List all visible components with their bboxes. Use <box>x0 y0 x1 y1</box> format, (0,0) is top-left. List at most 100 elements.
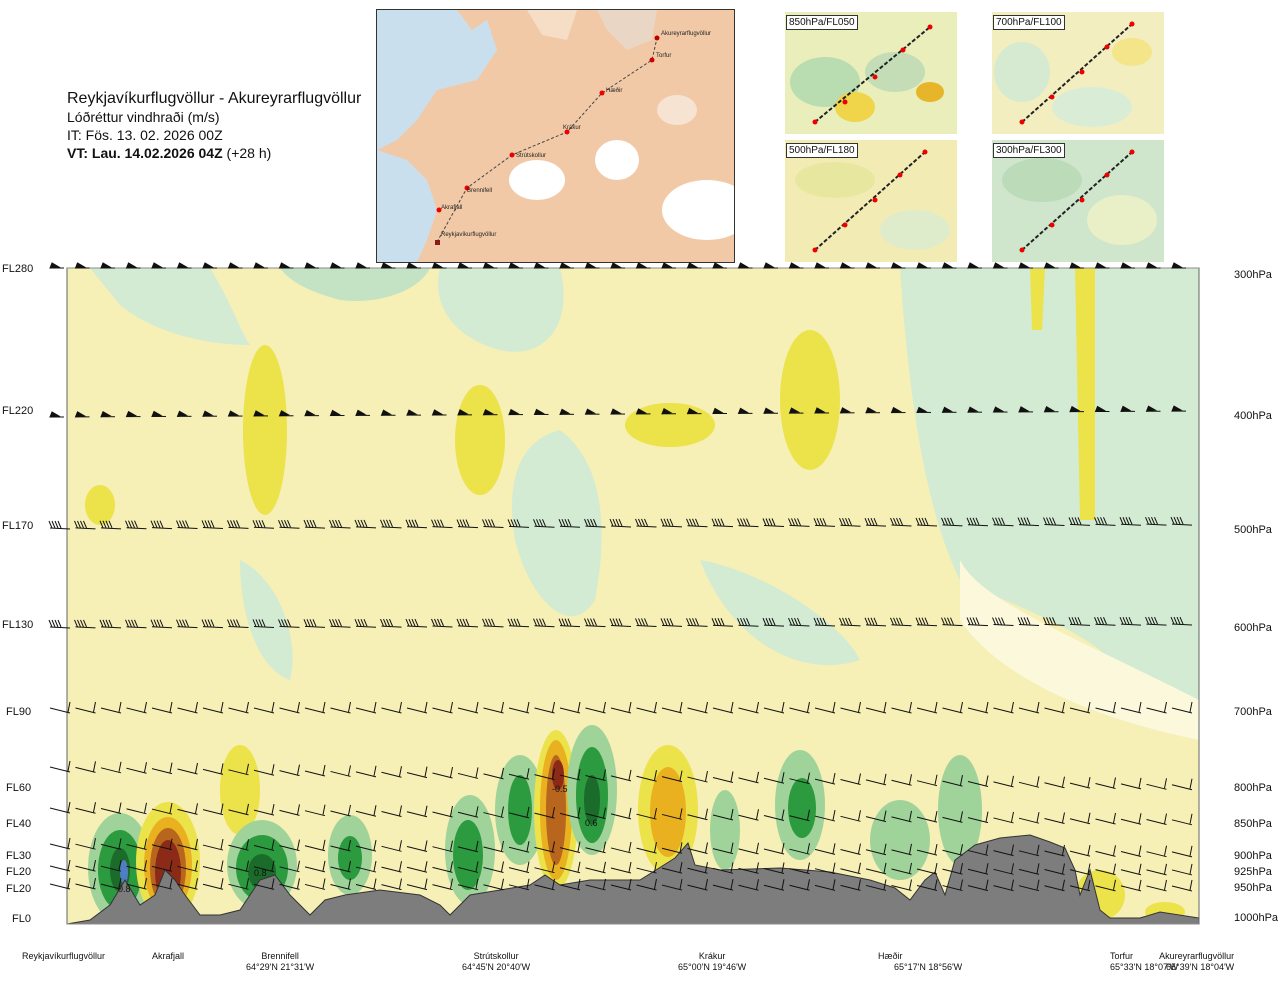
wind-barb-feather <box>730 879 734 890</box>
wind-barb-feather <box>297 701 300 713</box>
wind-barb-feather <box>51 619 56 628</box>
wind-barb-shaft <box>610 813 632 820</box>
contour-label: 0.8 <box>254 868 267 878</box>
wind-barb-feather <box>635 618 639 626</box>
wind-barb-shaft <box>1095 623 1116 626</box>
wind-barb-feather <box>1087 863 1091 874</box>
wind-barb <box>278 410 291 417</box>
wind-barb-shaft <box>75 527 96 530</box>
wind-barb-shaft <box>49 883 71 890</box>
wind-barb-feather <box>915 617 920 625</box>
wind-barb <box>814 262 826 269</box>
wind-barb-feather <box>1071 517 1076 525</box>
waypoint-marker <box>599 90 605 96</box>
wind-barb-feather <box>1011 775 1014 786</box>
wind-barb-feather <box>501 701 504 713</box>
wind-barb-shaft <box>1120 851 1142 858</box>
wind-barb-shaft <box>355 845 377 852</box>
parameter-label: Lóðréttur vindhraði (m/s) <box>67 109 220 125</box>
wind-barb-feather <box>271 839 275 850</box>
wind-barb-feather <box>686 518 690 526</box>
wind-barb-feather <box>373 765 377 776</box>
wind-barb-feather <box>271 804 275 815</box>
wind-barb-feather <box>1062 879 1065 890</box>
wind-barb-feather <box>204 520 209 528</box>
wind-barb-shaft <box>75 883 96 890</box>
wind-barb-feather <box>284 619 288 627</box>
wind-barb-shaft <box>1095 783 1116 789</box>
wind-barb-shaft <box>636 867 657 874</box>
wind-barb-feather <box>169 860 173 871</box>
wind-barb-feather <box>363 618 368 627</box>
wind-barb <box>865 406 877 414</box>
wind-barb <box>227 262 240 269</box>
wind-barb-feather <box>781 862 785 873</box>
wind-barb-feather <box>434 618 438 627</box>
wind-barb-shaft <box>483 525 504 528</box>
wind-barb-feather <box>1151 616 1155 625</box>
wind-barb-feather <box>768 617 773 626</box>
wind-barb-shaft <box>457 707 479 714</box>
wind-barb-feather <box>1170 616 1175 625</box>
wind-barb-shaft <box>202 626 224 629</box>
wind-barb-feather <box>1094 517 1098 525</box>
wind-barb-feather <box>357 618 362 627</box>
wind-barb-feather <box>93 701 96 713</box>
wind-barb-feather <box>669 618 674 626</box>
wind-barb-feather <box>207 520 212 528</box>
wind-barb-shaft <box>967 817 989 824</box>
wind-barb-shaft <box>712 848 734 855</box>
wind-barb-shaft <box>177 527 198 530</box>
wind-barb-feather <box>195 803 198 814</box>
wind-barb-feather <box>284 519 288 528</box>
wind-barb-shaft <box>406 884 428 891</box>
wind-barb-shaft <box>151 768 173 775</box>
wind-barb-feather <box>896 517 900 526</box>
wind-barb-feather <box>236 619 240 627</box>
wind-barb-feather <box>233 619 237 627</box>
wind-barb-shaft <box>457 526 479 529</box>
wind-barb-feather <box>867 617 872 626</box>
wind-barb-feather <box>150 520 155 528</box>
wind-barb-feather <box>577 701 581 713</box>
contour-label: 0.6 <box>585 818 598 828</box>
wind-barb-feather <box>1176 516 1181 525</box>
wind-barb-feather <box>67 760 71 772</box>
wind-barb-shaft <box>1120 623 1142 626</box>
wind-barb-feather <box>389 618 393 627</box>
wind-barb-shaft <box>432 884 453 891</box>
wind-barb-feather <box>1138 845 1142 856</box>
wind-barb-shaft <box>75 766 96 773</box>
wind-barb-feather <box>1049 517 1053 525</box>
wind-barb-feather <box>437 519 441 527</box>
wind-barb-feather <box>322 860 326 871</box>
wind-barb-feather <box>1020 517 1025 525</box>
wind-barb-feather <box>309 619 314 627</box>
wind-barb-feather <box>74 619 78 628</box>
wind-barb-shaft <box>840 778 861 785</box>
wind-barb <box>533 262 546 269</box>
wind-barb-feather <box>220 860 224 871</box>
wind-barb-shaft <box>763 884 785 891</box>
wind-barb-shaft <box>406 866 428 873</box>
wind-barb-feather <box>322 764 326 776</box>
wind-barb-feather <box>176 520 180 528</box>
wind-barb-feather <box>1023 517 1028 525</box>
wind-barb-shaft <box>636 884 657 891</box>
valid-time-row: VT: Lau. 14.02.2026 04Z (+28 h) <box>67 144 361 162</box>
waypoint-marker <box>654 35 660 41</box>
wind-barb-feather <box>227 520 231 528</box>
wind-barb-shaft <box>789 815 810 822</box>
wind-barb-feather <box>819 617 824 626</box>
contour-labels: 0.8 0.8 -0.5 0.6 <box>118 784 598 894</box>
wind-barb-shaft <box>993 524 1014 527</box>
wind-barb-shaft <box>228 626 249 629</box>
wind-barb <box>380 409 393 416</box>
wind-barb-shaft <box>330 884 351 890</box>
wind-barb-feather <box>985 775 989 786</box>
wind-barb-feather <box>848 617 852 626</box>
wind-barb-feather <box>1119 616 1124 625</box>
wind-barb-feather <box>287 519 291 528</box>
wind-barb-feather <box>695 618 699 626</box>
wind-barb-feather <box>450 840 453 851</box>
